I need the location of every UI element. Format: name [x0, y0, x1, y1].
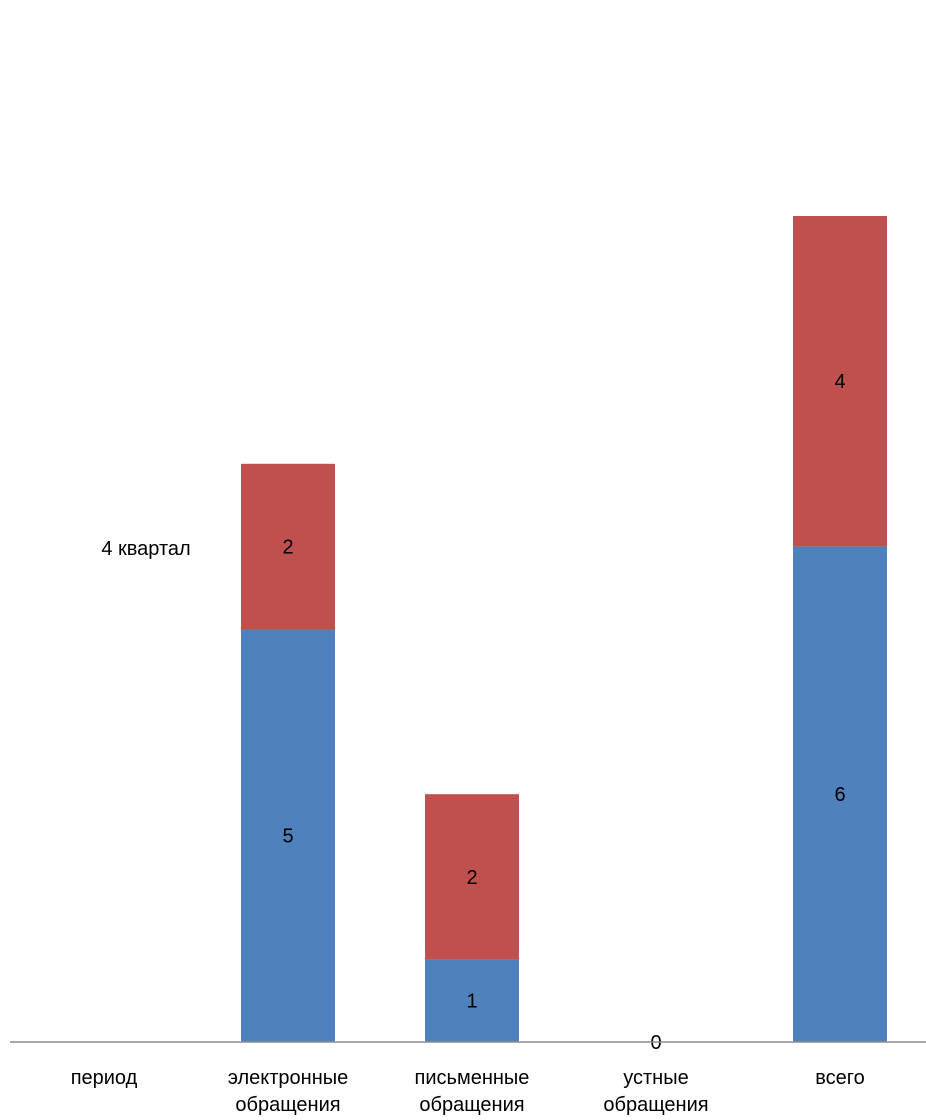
bar-segment — [241, 629, 335, 1042]
x-tick-labels-layer: период электронные обращения письменные обра… — [71, 1067, 865, 1116]
data-label: 4 — [834, 371, 845, 393]
annotation-label: 4 квартал — [101, 538, 190, 560]
bar-segment — [793, 546, 887, 1042]
data-label: 0 — [650, 1032, 661, 1054]
bar-segment — [425, 959, 519, 1042]
bar-segment — [425, 794, 519, 960]
data-label: 2 — [282, 536, 293, 558]
x-tick-label: всего — [815, 1067, 865, 1089]
data-label: 6 — [834, 784, 845, 806]
data-label: 5 — [282, 826, 293, 848]
bars-layer — [241, 216, 887, 1042]
x-tick-label: письменные обращения — [415, 1067, 530, 1116]
data-label: 1 — [466, 991, 477, 1013]
x-tick-label: период — [71, 1067, 138, 1089]
bar-segment — [793, 216, 887, 547]
data-labels-layer: 5 2 1 2 0 6 4 — [282, 371, 845, 1054]
x-tick-label: устные обращения — [603, 1067, 708, 1116]
x-tick-label: электронные обращения — [228, 1067, 349, 1116]
annotations-layer: 4 квартал — [101, 538, 190, 560]
data-label: 2 — [466, 867, 477, 889]
bar-segment — [241, 463, 335, 629]
